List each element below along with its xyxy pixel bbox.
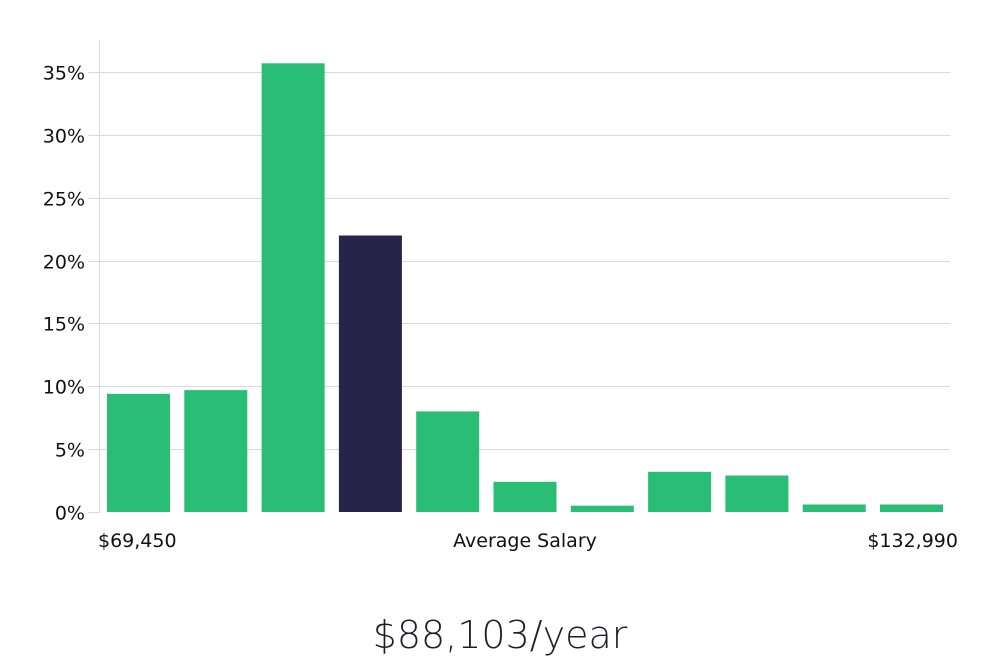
bar bbox=[261, 63, 325, 513]
y-tick-label: 20% bbox=[43, 252, 85, 274]
bar bbox=[725, 475, 789, 512]
x-axis-max-label: $132,990 bbox=[867, 530, 958, 552]
y-tick-label: 5% bbox=[55, 440, 85, 462]
bar bbox=[570, 505, 634, 512]
bar bbox=[184, 390, 248, 512]
bar-highlighted bbox=[338, 235, 402, 512]
bar bbox=[107, 393, 170, 512]
gridlines bbox=[100, 72, 950, 450]
y-tick-label: 15% bbox=[43, 314, 85, 336]
y-tick-label: 35% bbox=[43, 63, 85, 85]
y-tick-label: 10% bbox=[43, 377, 85, 399]
y-axis-ticks: 0% 5% 10% 15% 20% 25% 30% 35% bbox=[43, 63, 100, 525]
bar bbox=[880, 504, 943, 512]
x-axis-min-label: $69,450 bbox=[98, 530, 177, 552]
y-tick-label: 25% bbox=[43, 189, 85, 211]
x-axis-title: Average Salary bbox=[453, 530, 597, 552]
bar bbox=[648, 471, 712, 512]
bar bbox=[802, 504, 866, 512]
bar bbox=[416, 411, 480, 512]
average-salary-value: $88,103/year bbox=[373, 613, 628, 657]
bar bbox=[493, 481, 557, 512]
y-tick-label: 0% bbox=[55, 503, 85, 525]
y-tick-label: 30% bbox=[43, 126, 85, 148]
bars bbox=[107, 63, 943, 513]
